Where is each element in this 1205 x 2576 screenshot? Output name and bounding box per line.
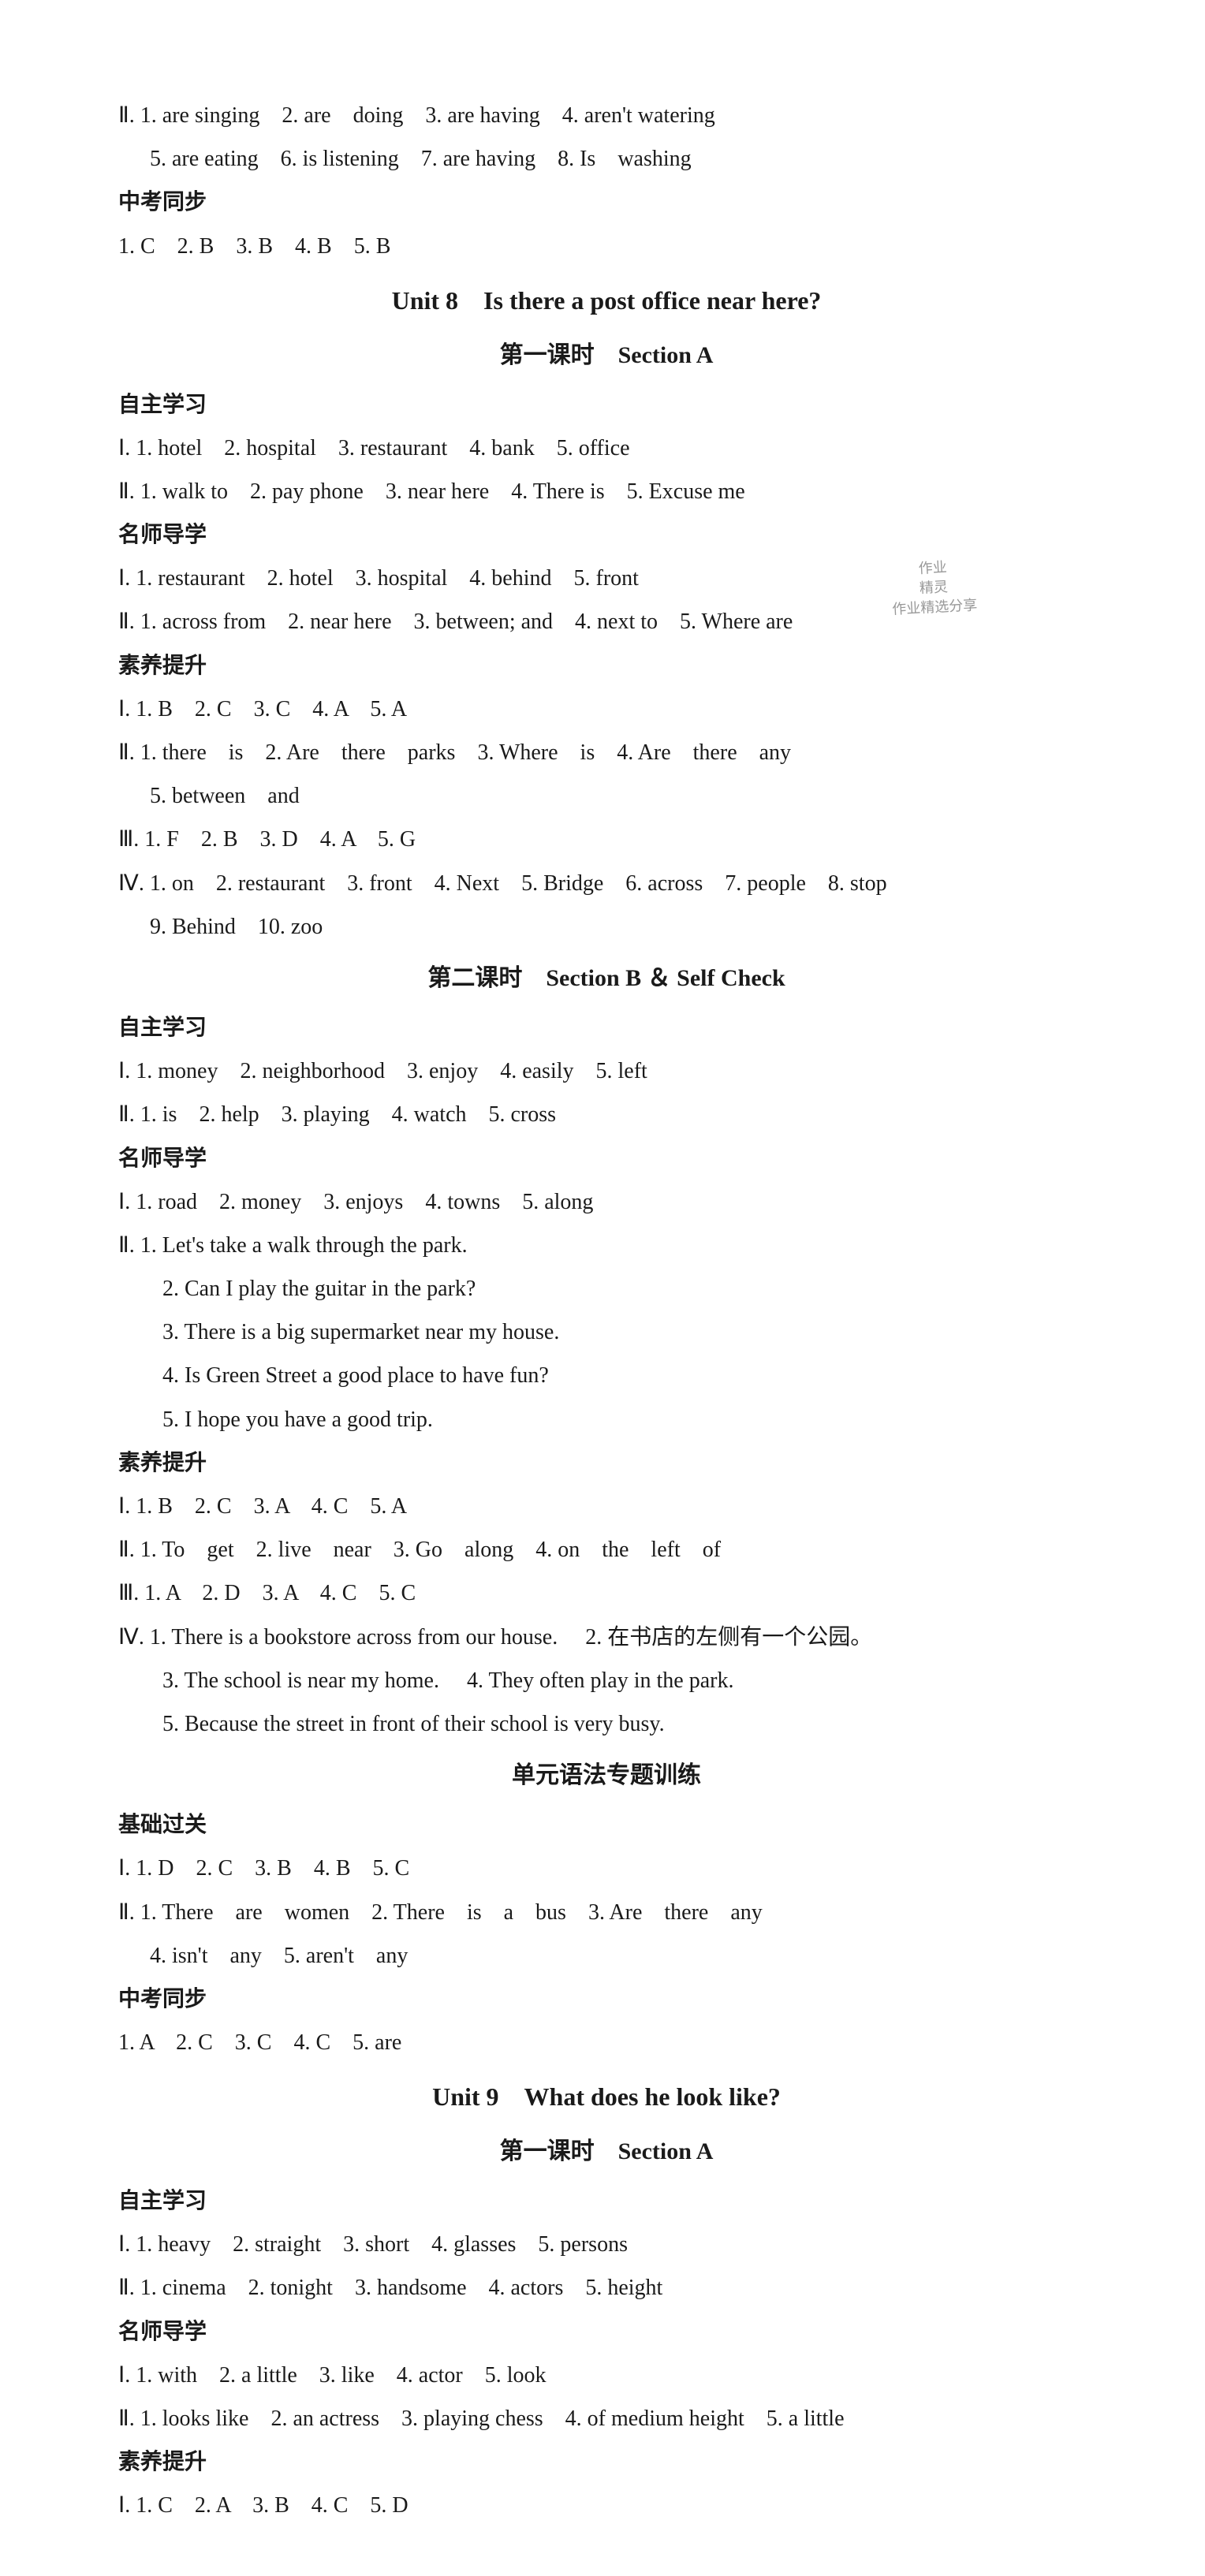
answer-line: Ⅰ. 1. hotel 2. hospital 3. restaurant 4.… <box>118 427 1095 469</box>
answer-line: Ⅱ. 1. cinema 2. tonight 3. handsome 4. a… <box>118 2267 1095 2309</box>
answer-line: Ⅱ. 1. walk to 2. pay phone 3. near here … <box>118 471 1095 513</box>
answer-line: 4. isn't any 5. aren't any <box>118 1935 1095 1977</box>
watermark: 作业 精灵 作业精选分享 <box>890 556 978 620</box>
section-header: 基础过关 <box>118 1804 1095 1846</box>
lesson-title: 第一课时 Section A <box>118 2129 1095 2174</box>
answer-line: Ⅲ. 1. F 2. B 3. D 4. A 5. G <box>118 818 1095 860</box>
answer-line: Ⅰ. 1. with 2. a little 3. like 4. actor … <box>118 2354 1095 2396</box>
unit-title: Unit 9 What does he look like? <box>118 2073 1095 2121</box>
answer-line: Ⅰ. 1. heavy 2. straight 3. short 4. glas… <box>118 2224 1095 2265</box>
answer-line: Ⅰ. 1. C 2. A 3. B 4. C 5. D <box>118 2485 1095 2526</box>
answer-line: 4. Is Green Street a good place to have … <box>118 1355 1095 1396</box>
answer-line: Ⅰ. 1. money 2. neighborhood 3. enjoy 4. … <box>118 1050 1095 1092</box>
section-header: 中考同步 <box>118 1978 1095 2020</box>
answer-line: Ⅱ. 1. are singing 2. are doing 3. are ha… <box>118 95 1095 136</box>
watermark-text: 作业 <box>918 559 947 576</box>
section-header: 名师导学 <box>118 2311 1095 2353</box>
answer-line: 3. There is a big supermarket near my ho… <box>118 1311 1095 1353</box>
section-header: 素养提升 <box>118 2441 1095 2483</box>
answer-line: 5. I hope you have a good trip. <box>118 1399 1095 1441</box>
section-header: 名师导学 <box>118 514 1095 556</box>
answer-line: 9. Behind 10. zoo <box>118 906 1095 948</box>
answer-line: Ⅳ. 1. There is a bookstore across from o… <box>118 1616 1095 1658</box>
lesson-title: 第一课时 Section A <box>118 333 1095 378</box>
answer-line: 2. Can I play the guitar in the park? <box>118 1268 1095 1310</box>
answer-line: 3. The school is near my home. 4. They o… <box>118 1660 1095 1702</box>
answer-line: Ⅲ. 1. A 2. D 3. A 4. C 5. C <box>118 1572 1095 1614</box>
answer-line: Ⅱ. 1. there is 2. Are there parks 3. Whe… <box>118 732 1095 774</box>
section-header: 中考同步 <box>118 181 1095 223</box>
centered-title: 单元语法专题训练 <box>118 1753 1095 1798</box>
section-header: 名师导学 <box>118 1138 1095 1180</box>
answer-line: Ⅳ. 1. on 2. restaurant 3. front 4. Next … <box>118 863 1095 904</box>
lesson-title: 第二课时 Section B ＆ Self Check <box>118 956 1095 1001</box>
answer-line: Ⅱ. 1. To get 2. live near 3. Go along 4.… <box>118 1529 1095 1571</box>
answer-line: 5. Because the street in front of their … <box>118 1703 1095 1745</box>
section-header: 自主学习 <box>118 384 1095 426</box>
section-header: 素养提升 <box>118 1442 1095 1484</box>
answer-line: 1. C 2. B 3. B 4. B 5. B <box>118 226 1095 267</box>
answer-line: Ⅰ. 1. B 2. C 3. A 4. C 5. A <box>118 1486 1095 1527</box>
answer-line: Ⅰ. 1. B 2. C 3. C 4. A 5. A <box>118 688 1095 730</box>
watermark-text: 精灵 <box>919 579 948 596</box>
answer-line: Ⅱ. 1. Let's take a walk through the park… <box>118 1225 1095 1266</box>
answer-line: 5. between and <box>118 775 1095 817</box>
unit-title: Unit 8 Is there a post office near here? <box>118 277 1095 325</box>
answer-line: Ⅰ. 1. D 2. C 3. B 4. B 5. C <box>118 1847 1095 1889</box>
answer-line: 1. A 2. C 3. C 4. C 5. are <box>118 2022 1095 2063</box>
answer-line: 5. are eating 6. is listening 7. are hav… <box>118 138 1095 180</box>
answer-line: Ⅰ. 1. road 2. money 3. enjoys 4. towns 5… <box>118 1181 1095 1223</box>
watermark-text: 作业精选分享 <box>892 598 978 618</box>
section-header: 自主学习 <box>118 2180 1095 2222</box>
section-header: 素养提升 <box>118 645 1095 687</box>
section-header: 自主学习 <box>118 1007 1095 1049</box>
answer-line: Ⅱ. 1. is 2. help 3. playing 4. watch 5. … <box>118 1094 1095 1135</box>
answer-line: Ⅱ. 1. There are women 2. There is a bus … <box>118 1892 1095 1933</box>
answer-line: Ⅱ. 1. looks like 2. an actress 3. playin… <box>118 2398 1095 2440</box>
